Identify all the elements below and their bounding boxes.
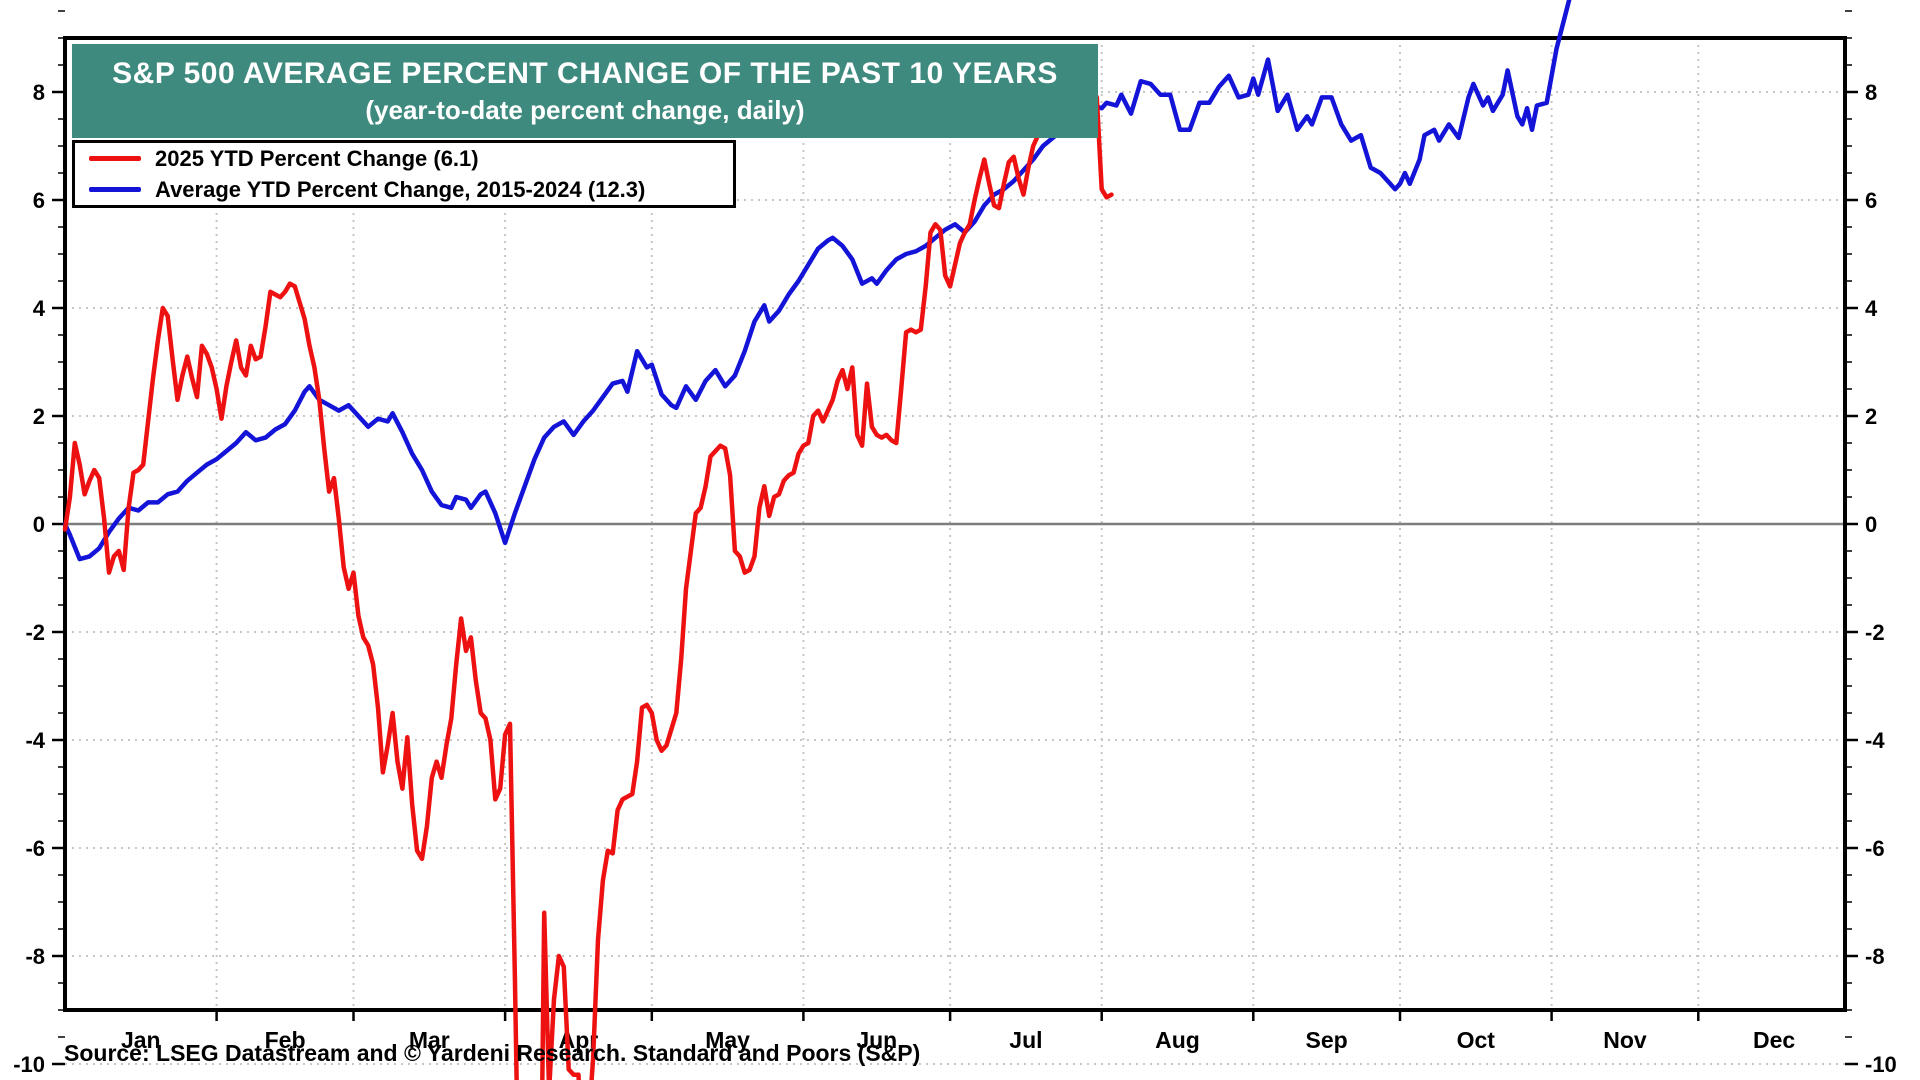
y-axis-label-left: -4 [25,728,45,753]
x-axis-month-label: Nov [1603,1027,1647,1053]
source-credit: Source: LSEG Datastream and © Yardeni Re… [64,1040,921,1066]
y-axis-label-left: 8 [33,80,45,105]
y-axis-label-left: -10 [13,1052,45,1077]
y-axis-label-left: 0 [33,512,45,537]
chart-legend: 2025 YTD Percent Change (6.1) Average YT… [72,140,736,208]
y-axis-label-left: 6 [33,188,45,213]
x-axis-month-label: Aug [1155,1027,1200,1053]
y-axis-label-right: -4 [1865,728,1885,753]
x-axis-month-label: Jul [1009,1027,1042,1053]
legend-label-average: Average YTD Percent Change, 2015-2024 (1… [155,176,646,202]
y-axis-label-right: -10 [1865,1052,1897,1077]
x-axis-month-label: Sep [1306,1027,1348,1053]
legend-item-2025: 2025 YTD Percent Change (6.1) [75,146,733,172]
chart-subtitle: (year-to-date percent change, daily) [365,94,805,125]
y-axis-label-right: -8 [1865,944,1885,969]
legend-label-2025: 2025 YTD Percent Change (6.1) [155,145,479,171]
y-axis-label-right: 2 [1865,404,1877,429]
y-axis-label-right: 0 [1865,512,1877,537]
y-axis-label-left: 4 [33,296,46,321]
x-axis-month-label: Jun [856,1027,897,1053]
x-axis-month-label: Mar [409,1027,450,1053]
y-axis-label-left: -8 [25,944,45,969]
chart-title-box: S&P 500 AVERAGE PERCENT CHANGE OF THE PA… [72,44,1098,138]
red-line-2025-ytd [62,57,1114,1080]
y-axis-label-right: 4 [1865,296,1878,321]
x-axis-month-label: Jan [121,1027,161,1053]
blue-line-average-2015-2024 [62,0,1572,562]
x-axis-month-label: Dec [1753,1027,1795,1053]
y-axis-label-right: 8 [1865,80,1877,105]
x-axis-month-label: May [705,1027,750,1053]
y-axis-label-left: -2 [25,620,45,645]
y-axis-label-right: 6 [1865,188,1877,213]
red-line-swatch-icon [89,156,141,161]
chart-title: S&P 500 AVERAGE PERCENT CHANGE OF THE PA… [112,56,1058,90]
y-axis-label-right: -2 [1865,620,1885,645]
blue-line-swatch-icon [89,187,141,192]
x-axis-month-label: Feb [265,1027,306,1053]
y-axis-label-left: 2 [33,404,45,429]
y-axis-label-right: -6 [1865,836,1885,861]
legend-item-average: Average YTD Percent Change, 2015-2024 (1… [75,177,733,203]
x-axis-month-label: Oct [1457,1027,1496,1053]
y-axis-label-left: -6 [25,836,45,861]
